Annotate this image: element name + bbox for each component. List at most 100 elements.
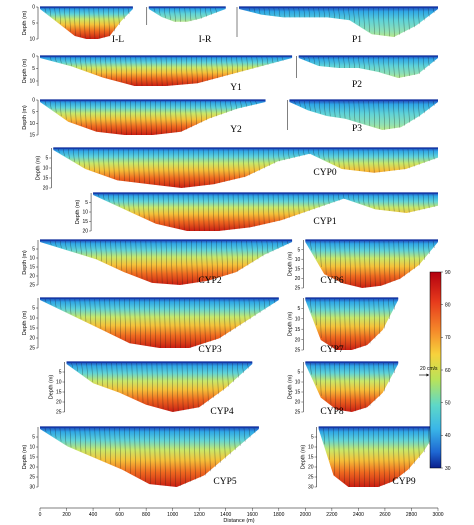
velocity-vector <box>125 240 128 273</box>
velocity-vector <box>64 427 67 445</box>
velocity-vector <box>292 148 295 158</box>
velocity-vector <box>220 100 222 115</box>
velocity-vector <box>98 148 100 174</box>
velocity-vector <box>189 298 191 349</box>
velocity-vector <box>387 193 390 211</box>
velocity-vector <box>142 193 145 218</box>
velocity-vector <box>227 193 230 230</box>
velocity-vector <box>347 193 350 201</box>
velocity-vector <box>352 148 355 171</box>
velocity-vector <box>323 427 325 445</box>
velocity-vector <box>286 240 289 245</box>
velocity-vector <box>277 148 280 162</box>
velocity-vector <box>68 148 70 159</box>
distance-axis-ticks: 0 200 400 600 800 1000 1200 1400 1600 1800 2000 220… <box>39 508 444 518</box>
velocity-vector <box>324 362 327 401</box>
velocity-vector <box>54 427 57 439</box>
velocity-vector <box>99 298 102 329</box>
velocity-vector <box>299 100 301 107</box>
velocity-vector <box>162 193 165 226</box>
velocity-vector <box>314 100 316 113</box>
depth-tick-label: 5 <box>32 306 35 312</box>
colorbar-tick-label: 80 <box>445 302 451 308</box>
velocity-vector <box>130 56 133 85</box>
velocity-vector <box>65 56 67 65</box>
velocity-vector <box>281 56 284 61</box>
velocity-vector <box>427 193 430 209</box>
velocity-vector <box>145 56 148 87</box>
velocity-vector <box>131 362 134 399</box>
velocity-vector <box>312 148 315 156</box>
velocity-vector <box>398 7 400 35</box>
velocity-vector <box>201 362 204 406</box>
velocity-vector <box>417 56 420 75</box>
velocity-vector <box>95 56 97 75</box>
velocity-vector <box>196 362 199 408</box>
panel-cyp5: 5 10 15 20 25 30 Depth (m) CYP5 <box>22 426 259 491</box>
velocity-vector <box>170 240 173 285</box>
velocity-vector <box>333 56 335 68</box>
velocity-vector <box>312 193 315 210</box>
velocity-vector <box>392 148 395 171</box>
velocity-vector <box>70 240 72 252</box>
velocity-vector <box>422 7 425 21</box>
velocity-vector <box>211 362 214 398</box>
velocity-vector <box>338 7 340 19</box>
colorbar: 90 80 70 60 50 40 30 <box>429 270 451 472</box>
velocity-vector <box>113 148 115 179</box>
velocity-vector <box>201 240 203 282</box>
velocity-vector <box>180 56 183 85</box>
velocity-vector <box>119 427 121 469</box>
velocity-vector <box>246 240 249 266</box>
velocity-vector <box>253 298 256 317</box>
velocity-vector <box>302 193 305 213</box>
depth-tick-label: 25 <box>29 283 35 289</box>
depth-axis-title: Depth (m) <box>287 375 293 400</box>
velocity-vector <box>337 193 340 201</box>
velocity-vector <box>109 427 112 465</box>
velocity-vector <box>343 100 346 119</box>
velocity-field <box>148 7 226 22</box>
velocity-vector <box>294 100 296 105</box>
depth-tick-label: 5 <box>32 21 35 27</box>
distance-tick-label: 600 <box>115 512 124 518</box>
depth-tick-label: 5 <box>298 247 301 253</box>
velocity-vector <box>332 193 335 203</box>
velocity-vector <box>354 240 356 287</box>
distance-tick-label: 2800 <box>406 512 417 518</box>
velocity-vector <box>115 56 117 81</box>
velocity-vector <box>339 298 341 351</box>
panel-label: Y1 <box>230 83 242 93</box>
velocity-vector <box>247 362 249 369</box>
velocity-vector <box>88 148 90 171</box>
velocity-vector <box>141 362 144 403</box>
velocity-vector <box>338 100 341 118</box>
velocity-vector <box>122 7 125 20</box>
velocity-vector <box>412 427 415 464</box>
depth-tick-label: 10 <box>295 380 301 386</box>
depth-tick-label: 25 <box>295 286 301 292</box>
velocity-vector <box>382 193 385 211</box>
velocity-vector <box>407 427 410 470</box>
velocity-vector <box>155 56 158 87</box>
velocity-vector <box>90 56 92 74</box>
velocity-vector <box>422 193 425 210</box>
velocity-vector <box>99 100 102 133</box>
velocity-vector <box>165 100 167 134</box>
velocity-vector <box>363 7 365 29</box>
velocity-vector <box>383 56 385 74</box>
velocity-vector <box>245 100 247 107</box>
velocity-vector <box>273 298 276 304</box>
velocity-vector <box>223 298 226 336</box>
velocity-vector <box>89 427 92 456</box>
velocity-vector <box>208 427 211 472</box>
depth-axis-title: Depth (m) <box>22 59 28 84</box>
velocity-field <box>40 427 259 487</box>
velocity-vector <box>132 193 135 214</box>
distance-tick-label: 2200 <box>326 512 337 518</box>
velocity-vector <box>190 100 192 128</box>
velocity-vector <box>115 240 117 269</box>
velocity-vector <box>210 7 212 15</box>
velocity-field <box>40 240 293 285</box>
velocity-vector <box>343 56 345 69</box>
